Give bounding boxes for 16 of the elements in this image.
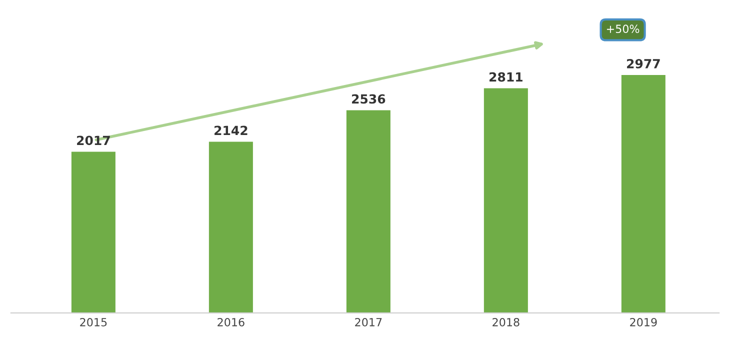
data-label: 2017	[77, 136, 110, 146]
bar	[208, 142, 253, 313]
x-tick-label: 2015	[80, 318, 107, 326]
data-label: 2536	[352, 94, 386, 104]
bar	[484, 88, 528, 313]
text: +50%	[606, 24, 640, 34]
x-tick-label: 2019	[630, 318, 657, 326]
x-tick-label: 2016	[218, 318, 244, 326]
data-label: 2977	[627, 58, 660, 68]
x-tick-label: 2018	[492, 318, 520, 326]
bar	[71, 152, 116, 313]
x-tick-label: 2017	[355, 318, 382, 326]
data-label: 2142	[214, 126, 248, 135]
bar	[346, 110, 390, 313]
bar	[621, 75, 666, 313]
data-label: 2811	[490, 72, 522, 82]
